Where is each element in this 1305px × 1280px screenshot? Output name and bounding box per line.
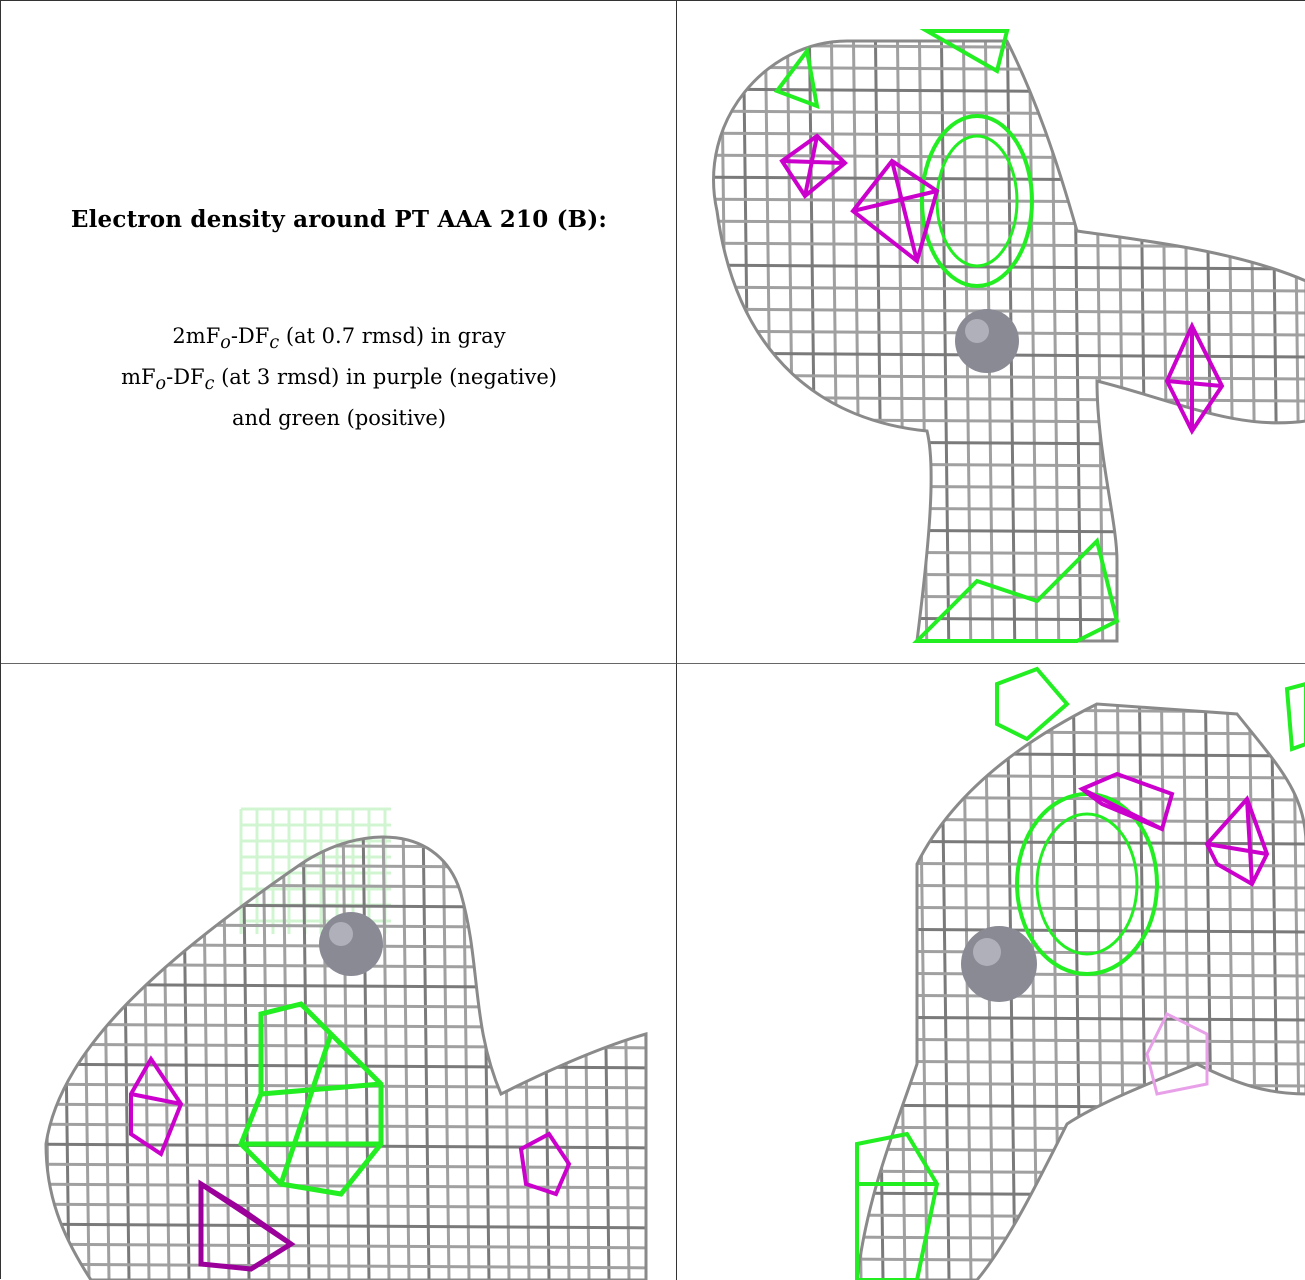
density-image-bottom-left <box>44 807 648 1280</box>
positive-blob-bottom <box>912 537 1120 643</box>
negative-blob-2 <box>198 1179 296 1272</box>
positive-blob <box>920 114 1034 288</box>
density-image-bottom-right <box>855 666 1305 1280</box>
negative-blob-2 <box>850 158 940 265</box>
positive-blob-top <box>995 666 1305 752</box>
density-view-top-right <box>677 1 1305 664</box>
positive-blob-top <box>773 29 1010 110</box>
density-view-bottom-right <box>677 664 1305 1280</box>
negative-blob-1 <box>779 133 849 199</box>
negative-blob-faded <box>1145 1011 1209 1096</box>
caption-legend: 2mFo-DFc (at 0.7 rmsd) in gray mFo-DFc (… <box>1 319 676 435</box>
density-view-bottom-left <box>1 664 677 1280</box>
negative-blob-1 <box>1078 771 1175 832</box>
density-image-top-right <box>712 29 1305 643</box>
legend-line-2fofc: 2mFo-DFc (at 0.7 rmsd) in gray <box>172 324 506 354</box>
positive-blob-bottom <box>855 1131 940 1280</box>
negative-blob-3 <box>1164 321 1225 435</box>
metal-atom <box>319 912 383 976</box>
mesh-outline <box>855 702 1305 1280</box>
negative-blob-2 <box>1204 795 1270 887</box>
legend-line-fofc: mFo-DFc (at 3 rmsd) in purple (negative) <box>121 365 557 395</box>
legend-line-colors: and green (positive) <box>231 406 447 431</box>
caption-cell: Electron density around PT AAA 210 (B): … <box>1 1 677 664</box>
negative-blob-3 <box>518 1131 572 1197</box>
metal-atom <box>955 309 1019 373</box>
caption-title: Electron density around PT AAA 210 (B): <box>70 206 608 233</box>
positive-blob <box>238 1001 384 1197</box>
metal-atom <box>961 926 1037 1002</box>
negative-blob-1 <box>129 1055 184 1158</box>
